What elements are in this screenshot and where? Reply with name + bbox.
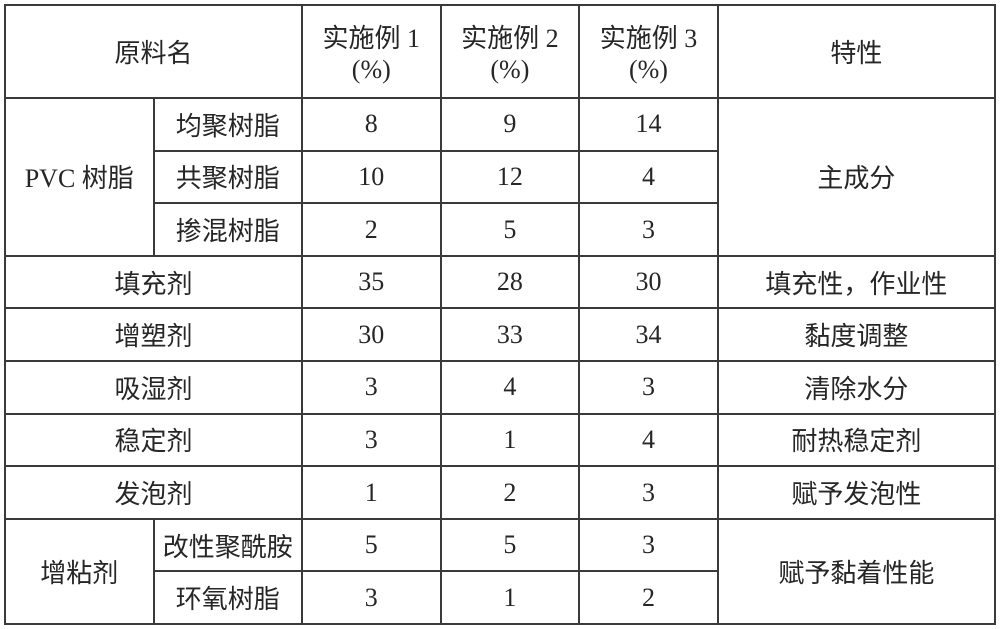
cell-val: 1 (441, 414, 580, 467)
table-header-row: 原料名 实施例 1 (%) 实施例 2 (%) 实施例 3 (%) 特性 (5, 5, 995, 98)
cell-val: 2 (302, 203, 441, 256)
table-row: 发泡剂 1 2 3 赋予发泡性 (5, 466, 995, 519)
cell-val: 3 (579, 519, 718, 572)
table-row: 增塑剂 30 33 34 黏度调整 (5, 308, 995, 361)
cell-val: 35 (302, 256, 441, 309)
table-container: 原料名 实施例 1 (%) 实施例 2 (%) 实施例 3 (%) 特性 PVC… (0, 0, 1000, 629)
header-name: 原料名 (5, 5, 302, 98)
cell-val: 3 (302, 571, 441, 624)
cell-val: 12 (441, 151, 580, 204)
cell-prop: 赋予黏着性能 (718, 519, 995, 624)
cell-val: 5 (441, 519, 580, 572)
cell-sub: 环氧树脂 (154, 571, 303, 624)
header-ex1-l2: (%) (303, 55, 440, 85)
header-ex1: 实施例 1 (%) (302, 5, 441, 98)
cell-prop: 赋予发泡性 (718, 466, 995, 519)
header-prop: 特性 (718, 5, 995, 98)
cell-val: 10 (302, 151, 441, 204)
header-ex3-l1: 实施例 3 (580, 18, 717, 55)
cell-val: 14 (579, 98, 718, 151)
cell-sub: 共聚树脂 (154, 151, 303, 204)
cell-sub: 掺混树脂 (154, 203, 303, 256)
table-row: 填充剂 35 28 30 填充性，作业性 (5, 256, 995, 309)
cell-val: 9 (441, 98, 580, 151)
cell-val: 8 (302, 98, 441, 151)
cell-prop: 清除水分 (718, 361, 995, 414)
cell-name: 稳定剂 (5, 414, 302, 467)
cell-val: 1 (302, 466, 441, 519)
cell-val: 4 (579, 151, 718, 204)
table-row: 吸湿剂 3 4 3 清除水分 (5, 361, 995, 414)
header-ex2-l1: 实施例 2 (442, 18, 579, 55)
cell-val: 3 (579, 203, 718, 256)
cell-val: 1 (441, 571, 580, 624)
table-row: PVC 树脂 均聚树脂 8 9 14 主成分 (5, 98, 995, 151)
cell-name: 填充剂 (5, 256, 302, 309)
cell-sub: 均聚树脂 (154, 98, 303, 151)
composition-table: 原料名 实施例 1 (%) 实施例 2 (%) 实施例 3 (%) 特性 PVC… (4, 4, 996, 625)
cell-name: 吸湿剂 (5, 361, 302, 414)
header-ex2-l2: (%) (442, 55, 579, 85)
cell-val: 2 (579, 571, 718, 624)
cell-val: 3 (302, 414, 441, 467)
table-row: 稳定剂 3 1 4 耐热稳定剂 (5, 414, 995, 467)
header-ex3-l2: (%) (580, 55, 717, 85)
header-ex1-l1: 实施例 1 (303, 18, 440, 55)
cell-val: 3 (302, 361, 441, 414)
cell-val: 4 (441, 361, 580, 414)
cell-name: 增塑剂 (5, 308, 302, 361)
cell-sub: 改性聚酰胺 (154, 519, 303, 572)
group-label-tackifier: 增粘剂 (5, 519, 154, 624)
cell-val: 3 (579, 361, 718, 414)
cell-val: 2 (441, 466, 580, 519)
cell-val: 30 (579, 256, 718, 309)
cell-name: 发泡剂 (5, 466, 302, 519)
header-ex2: 实施例 2 (%) (441, 5, 580, 98)
table-row: 增粘剂 改性聚酰胺 5 5 3 赋予黏着性能 (5, 519, 995, 572)
cell-val: 3 (579, 466, 718, 519)
cell-prop: 主成分 (718, 98, 995, 256)
cell-val: 5 (302, 519, 441, 572)
group-label-pvc: PVC 树脂 (5, 98, 154, 256)
cell-val: 34 (579, 308, 718, 361)
cell-val: 5 (441, 203, 580, 256)
cell-val: 4 (579, 414, 718, 467)
cell-val: 33 (441, 308, 580, 361)
cell-prop: 黏度调整 (718, 308, 995, 361)
cell-prop: 填充性，作业性 (718, 256, 995, 309)
cell-val: 30 (302, 308, 441, 361)
header-ex3: 实施例 3 (%) (579, 5, 718, 98)
cell-val: 28 (441, 256, 580, 309)
cell-prop: 耐热稳定剂 (718, 414, 995, 467)
